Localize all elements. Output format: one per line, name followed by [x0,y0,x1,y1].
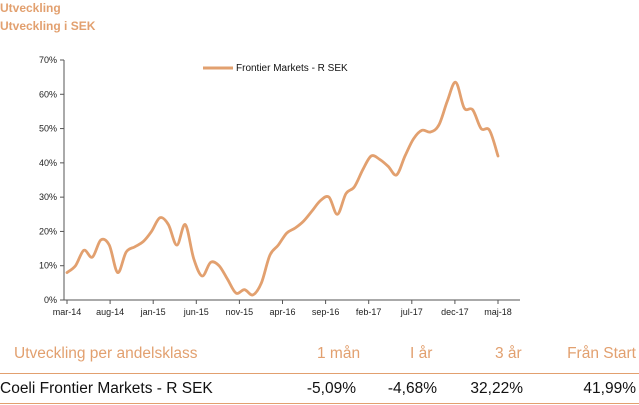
x-tick-label: feb-17 [356,307,382,317]
row-ytd: -4,68% [387,380,437,397]
header-3y: 3 år [495,345,522,362]
row-class-name: Coeli Frontier Markets - R SEK [0,380,213,397]
x-tick-label: nov-15 [226,307,254,317]
performance-header: Utveckling per andelsklass 1 mån I år 3 … [0,345,639,369]
y-tick-label: 0% [44,295,57,305]
row-divider [0,403,639,404]
y-tick-label: 50% [39,124,57,134]
chart-subtitle: Utveckling i SEK [0,19,96,33]
y-tick-label: 70% [39,55,57,65]
chart-title: Utveckling [0,1,61,15]
y-tick-label: 20% [39,226,57,236]
x-tick-label: aug-14 [96,307,124,317]
x-tick-label: jun-15 [183,307,209,317]
header-divider [0,373,639,374]
line-chart: 0% 10% 20% 30% 40% 50% 60% 70% mar-14 aug-14 jan-… [39,55,520,317]
y-axis-ticks: 0% 10% 20% 30% 40% 50% 60% 70% [39,55,64,305]
row-3y: 32,22% [470,380,523,397]
x-tick-label: dec-17 [441,307,469,317]
header-class: Utveckling per andelsklass [14,345,198,362]
x-tick-label: jan-15 [140,307,166,317]
x-tick-label: maj-18 [484,307,512,317]
legend: Frontier Markets - R SEK [203,63,348,74]
y-tick-label: 60% [39,89,57,99]
x-tick-label: apr-16 [269,307,295,317]
x-axis-ticks: mar-14 aug-14 jan-15 jun-15 nov-15 apr-16 sep-… [53,300,512,317]
row-start: 41,99% [583,380,636,397]
y-tick-label: 10% [39,261,57,271]
x-tick-label: sep-16 [312,307,340,317]
series-line-frontier-markets [65,80,500,297]
header-start: Från Start [567,345,636,362]
y-tick-label: 40% [39,158,57,168]
performance-row: Coeli Frontier Markets - R SEK -5,09% -4… [0,380,639,404]
header-1m: 1 mån [317,345,361,362]
x-tick-label: mar-14 [53,307,82,317]
legend-label: Frontier Markets - R SEK [236,63,348,74]
header-ytd: I år [410,345,433,362]
row-1m: -5,09% [306,380,356,397]
x-tick-label: jul-17 [400,307,423,317]
y-tick-label: 30% [39,192,57,202]
